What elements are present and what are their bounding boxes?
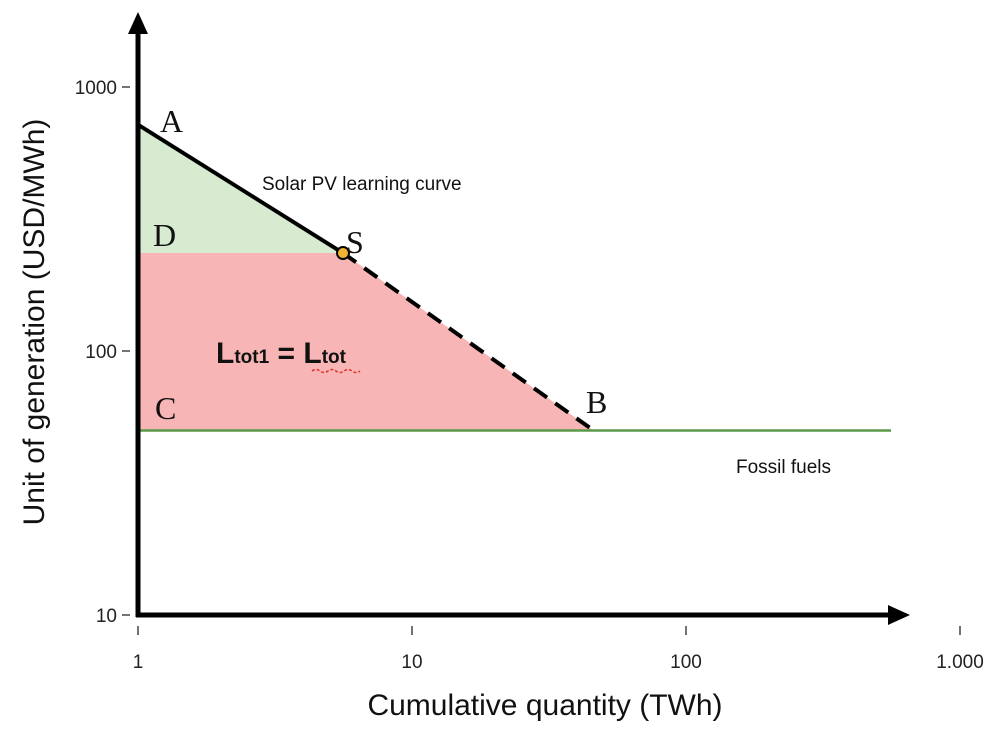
point-s-marker — [336, 246, 351, 261]
y-axis-title: Unit of generation (USD/MWh) — [18, 119, 51, 526]
solar-pv-solid-line — [136, 122, 345, 255]
formula-left-sub: tot1 — [234, 347, 269, 368]
point-label-s: S — [346, 224, 364, 260]
formula-right-sub: tot — [322, 347, 347, 368]
x-tick-label: 10 — [401, 652, 422, 673]
solar-pv-label: Solar PV learning curve — [262, 174, 462, 195]
point-label-d: D — [153, 217, 176, 253]
y-ticks: 10 100 1000 — [75, 78, 130, 627]
point-label-c: C — [155, 390, 176, 426]
formula-equals: = — [269, 337, 303, 370]
fossil-fuels-label: Fossil fuels — [736, 457, 831, 478]
formula-right-main: L — [303, 337, 321, 370]
x-tick-label: 1 — [133, 652, 144, 673]
x-axis-title: Cumulative quantity (TWh) — [367, 689, 722, 722]
pink-region — [138, 253, 594, 431]
axes — [128, 12, 910, 625]
x-axis-arrow — [888, 605, 910, 625]
point-labels: A S D C B — [153, 103, 607, 426]
y-tick-label: 100 — [85, 342, 117, 363]
series-layer — [136, 122, 892, 433]
x-tick-label: 1.000 — [936, 652, 984, 673]
y-axis-arrow — [128, 12, 148, 34]
shaded-regions — [138, 124, 594, 431]
formula-left-main: L — [216, 337, 234, 370]
point-label-a: A — [160, 103, 183, 139]
point-label-b: B — [586, 384, 607, 420]
formula: Ltot1 = Ltot — [216, 337, 347, 370]
x-tick-label: 100 — [670, 652, 702, 673]
y-tick-label: 10 — [96, 606, 117, 627]
formula-underline — [311, 368, 361, 374]
x-ticks: 1 10 100 1.000 — [133, 626, 984, 673]
y-tick-label: 1000 — [75, 78, 117, 99]
